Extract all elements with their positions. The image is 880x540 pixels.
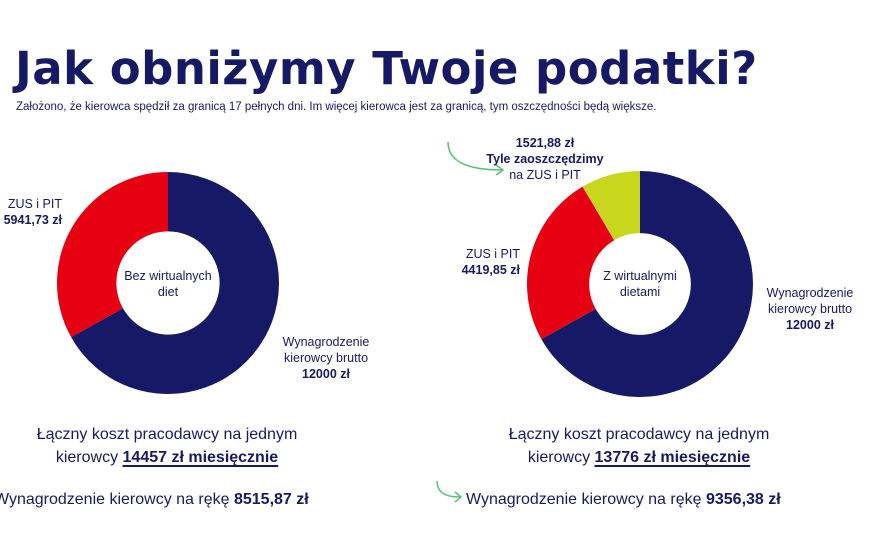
right-cost-line1: Łączny koszt pracodawcy na jednym [508, 426, 770, 443]
left-net-value: 8515,87 zł [233, 491, 309, 508]
right-center-line1: Z wirtualnymi [603, 269, 677, 283]
right-gross-line1: Wynagrodzenie [766, 286, 854, 300]
right-gross-line2: kierowcy brutto [767, 302, 853, 316]
left-center-line2: diet [157, 285, 179, 299]
savings-arrow-icon [447, 141, 505, 176]
right-savings-label: 1521,88 zł Tyle zaoszczędzimy na ZUS i P… [470, 135, 620, 183]
left-net-salary: Wynagrodzenie kierowcy na rękę 8515,87 z… [0, 491, 309, 508]
right-cost-highlight: 13776 zł miesięcznie [594, 449, 751, 466]
net-salary-arrow-icon [436, 480, 463, 503]
left-center-line1: Bez wirtualnych [124, 269, 212, 283]
right-zus-value: 4419,85 zł [461, 263, 520, 277]
right-zus-title: ZUS i PIT [465, 247, 520, 261]
left-zus-label: ZUS i PIT 5941,73 zł [0, 196, 62, 228]
left-zus-value: 5941,73 zł [3, 213, 62, 227]
donut-slice-gross-salary [541, 171, 753, 397]
left-gross-line1: Wynagrodzenie [282, 335, 370, 349]
right-center-line2: dietami [619, 285, 661, 299]
right-cost-line2: kierowcy 13776 zł miesięcznie [527, 449, 751, 466]
left-gross-label: Wynagrodzenie kierowcy brutto 12000 zł [266, 334, 386, 382]
left-center-label: Bez wirtualnych diet [108, 268, 228, 300]
right-net-salary: Wynagrodzenie kierowcy na rękę 9356,38 z… [466, 491, 781, 508]
donut-chart-with-allowances [527, 171, 753, 397]
donut-slice-savings [582, 171, 640, 241]
left-employer-cost: Łączny koszt pracodawcy na jednym kierow… [0, 423, 334, 469]
right-savings-value: 1521,88 zł [515, 136, 575, 150]
donut-chart-without-allowances [57, 172, 279, 394]
right-gross-value: 12000 zł [786, 318, 834, 332]
donut-slice-zus-pit [527, 186, 615, 340]
right-savings-line1: Tyle zaoszczędzimy [486, 152, 604, 166]
donut-slice-zus-pit [57, 172, 168, 338]
left-cost-line1: Łączny koszt pracodawcy na jednym [36, 426, 298, 443]
left-gross-value: 12000 zł [302, 367, 350, 381]
page-title: Jak obniżymy Twoje podatki? [15, 42, 758, 95]
left-zus-title: ZUS i PIT [7, 197, 62, 211]
left-cost-highlight: 14457 zł miesięcznie [122, 449, 279, 466]
left-cost-line2: kierowcy 14457 zł miesięcznie [55, 449, 279, 466]
right-net-value: 9356,38 zł [705, 491, 781, 508]
right-savings-line2: na ZUS i PIT [509, 168, 581, 182]
page-subtitle: Założono, że kierowca spędził za granicą… [16, 101, 657, 113]
right-gross-label: Wynagrodzenie kierowcy brutto 12000 zł [750, 285, 870, 333]
donut-slice-gross-salary [71, 172, 279, 394]
right-employer-cost: Łączny koszt pracodawcy na jednym kierow… [472, 423, 806, 469]
left-gross-line2: kierowcy brutto [283, 351, 369, 365]
right-center-label: Z wirtualnymi dietami [580, 268, 700, 300]
right-zus-label: ZUS i PIT 4419,85 zł [420, 246, 520, 278]
